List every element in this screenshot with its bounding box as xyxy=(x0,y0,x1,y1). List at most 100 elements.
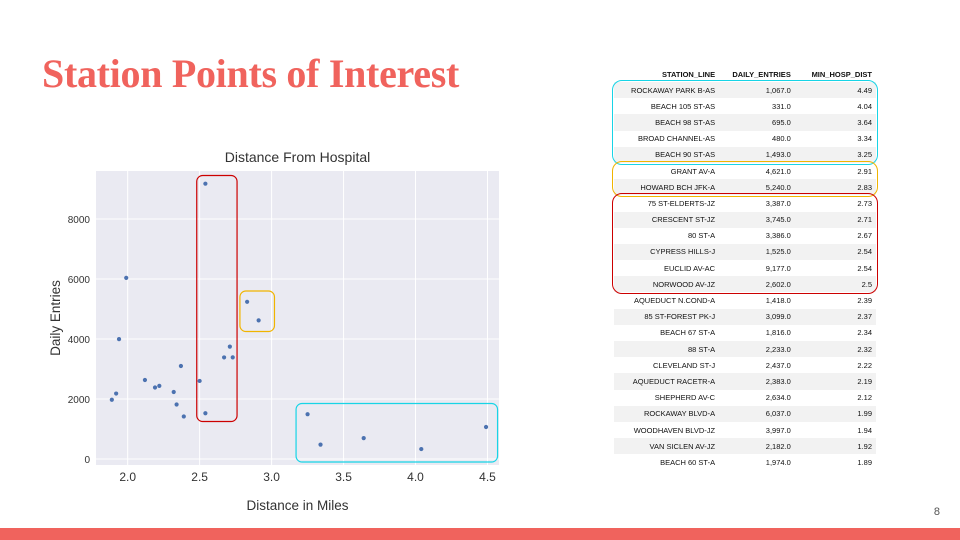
daily-entries-cell: 3,387.0 xyxy=(765,198,791,208)
min-hosp-dist-cell: 3.25 xyxy=(794,146,876,163)
daily-entries-cell: 1,493.0 xyxy=(719,146,795,163)
chart-highlight-box xyxy=(295,402,499,463)
slide-title: Station Points of Interest xyxy=(42,51,460,96)
daily-entries-cell: 2,437.0 xyxy=(765,360,791,370)
daily-entries-cell: 1,525.0 xyxy=(719,243,795,261)
y-tick-label: 2000 xyxy=(68,395,91,406)
chart-highlight-box xyxy=(196,174,238,423)
table-row: SHEPHERD AV-C 2,634.0 2.12 xyxy=(614,390,876,406)
station-line-cell: 80 ST-A xyxy=(687,231,716,241)
chart-highlight-box xyxy=(239,290,276,333)
station-line-cell: BEACH 105 ST-AS xyxy=(650,101,716,111)
table-row: BEACH 60 ST-A 1,974.0 1.89 xyxy=(614,454,876,470)
min-hosp-dist-cell: 2.54 xyxy=(857,263,872,273)
table-row: BROAD CHANNEL-AS 480.0 3.34 xyxy=(614,131,876,147)
x-tick-label: 2.0 xyxy=(119,470,136,484)
daily-entries-cell: 5,240.0 xyxy=(719,179,795,196)
data-point xyxy=(361,436,366,441)
y-tick-label: 6000 xyxy=(68,275,91,286)
chart-title: Distance From Hospital xyxy=(225,149,371,165)
data-point xyxy=(245,299,250,304)
table-row: 80 ST-A 3,386.0 2.67 xyxy=(614,228,876,244)
station-line-cell: BEACH 90 ST-AS xyxy=(614,146,720,163)
x-tick-label: 3.5 xyxy=(335,470,352,484)
daily-entries-cell: 2,233.0 xyxy=(719,341,795,358)
y-axis-label: Daily Entries xyxy=(48,280,63,356)
min-hosp-dist-cell: 2.32 xyxy=(794,341,876,358)
daily-entries-cell: 2,634.0 xyxy=(765,393,791,403)
station-line-cell: ROCKAWAY BLVD-A xyxy=(614,405,720,422)
x-tick-label: 4.5 xyxy=(479,470,496,484)
station-line-cell: 75 ST-ELDERTS-JZ xyxy=(647,198,716,208)
page-number: 8 xyxy=(933,506,940,518)
daily-entries-cell: 1,067.0 xyxy=(719,82,795,99)
table-body: ROCKAWAY PARK B-AS 1,067.0 4.49 BEACH 105 S… xyxy=(614,82,876,471)
station-line-cell: BEACH 98 ST-AS xyxy=(614,114,720,131)
x-axis-label: Distance in Miles xyxy=(246,498,348,513)
daily-entries-cell: 1,816.0 xyxy=(765,328,791,338)
scatter-chart: 2.0 2.5 3.0 3.5 4.0 4.5 0 2000 4000 6000 8000 Dista… xyxy=(48,149,499,513)
daily-entries-cell: 3,386.0 xyxy=(765,231,791,241)
table-row: CLEVELAND ST-J 2,437.0 2.22 xyxy=(614,357,876,373)
data-point xyxy=(109,397,114,402)
table-row: EUCLID AV-AC 9,177.0 2.54 xyxy=(614,260,876,276)
daily-entries-cell: 1,418.0 xyxy=(765,296,791,306)
min-hosp-dist-cell: 2.19 xyxy=(794,373,876,390)
min-hosp-dist-cell: 2.5 xyxy=(794,276,876,293)
data-point xyxy=(203,411,208,416)
daily-entries-cell: 3,099.0 xyxy=(719,308,795,325)
table-row: BEACH 105 ST-AS 331.0 4.04 xyxy=(614,98,876,114)
data-point xyxy=(116,336,122,342)
data-point xyxy=(230,355,235,360)
daily-entries-cell: 3,745.0 xyxy=(719,211,795,228)
min-hosp-dist-cell: 1.99 xyxy=(794,405,876,422)
min-hosp-dist-cell: 2.22 xyxy=(857,360,872,370)
station-line-cell: 88 ST-A xyxy=(614,341,720,358)
y-tick-label: 0 xyxy=(84,455,90,466)
table-row: CRESCENT ST-JZ 3,745.0 2.71 xyxy=(614,211,876,228)
min-hosp-dist-cell: 2.34 xyxy=(857,328,872,338)
table-row: VAN SICLEN AV-JZ 2,182.0 1.92 xyxy=(614,438,876,455)
station-line-cell: CRESCENT ST-JZ xyxy=(614,211,720,228)
data-point xyxy=(157,383,162,388)
data-point xyxy=(197,378,202,384)
bottom-accent-bar xyxy=(0,528,960,540)
station-table: STATION_LINE DAILY_ENTRIES MIN_HOSP_DIST… xyxy=(614,66,876,471)
station-line-cell: WOODHAVEN BLVD-JZ xyxy=(633,425,716,435)
plot-background xyxy=(96,171,499,465)
station-line-cell: HOWARD BCH JFK-A xyxy=(614,179,720,196)
table-row: CYPRESS HILLS-J 1,525.0 2.54 xyxy=(614,243,876,261)
y-tick-label: 8000 xyxy=(68,215,91,226)
data-point xyxy=(178,363,184,369)
station-line-cell: BROAD CHANNEL-AS xyxy=(637,134,716,144)
table-row: BEACH 98 ST-AS 695.0 3.64 xyxy=(614,114,876,131)
data-point xyxy=(114,391,119,396)
station-line-cell: BEACH 67 ST-A xyxy=(660,328,716,338)
table-row: BEACH 67 ST-A 1,816.0 2.34 xyxy=(614,325,876,341)
station-line-cell: SHEPHERD AV-C xyxy=(654,393,716,403)
min-hosp-dist-cell: 2.39 xyxy=(857,296,872,306)
data-point xyxy=(171,389,176,395)
data-point xyxy=(203,181,208,186)
station-line-cell: GRANT AV-A xyxy=(670,166,716,176)
min-hosp-dist-cell: 3.34 xyxy=(857,134,872,144)
table-row: 88 ST-A 2,233.0 2.32 xyxy=(614,341,876,358)
table-row: 85 ST-FOREST PK-J 3,099.0 2.37 xyxy=(614,308,876,325)
min-hosp-dist-cell: 1.94 xyxy=(857,425,872,435)
data-point xyxy=(256,318,261,323)
table-header-row: STATION_LINE DAILY_ENTRIES MIN_HOSP_DIST xyxy=(614,66,876,82)
min-hosp-dist-cell: 2.54 xyxy=(794,243,876,261)
data-point xyxy=(124,275,129,280)
daily-entries-cell: 2,383.0 xyxy=(719,373,795,390)
min-hosp-dist-cell: 1.89 xyxy=(857,457,872,467)
table-highlight-box xyxy=(612,193,878,295)
data-point xyxy=(174,402,179,407)
x-tick-label: 4.0 xyxy=(407,470,424,484)
y-tick-label: 4000 xyxy=(68,335,91,346)
table-row: GRANT AV-A 4,621.0 2.91 xyxy=(614,163,876,179)
min-hosp-dist-cell: 2.83 xyxy=(794,179,876,196)
daily-entries-cell: 480.0 xyxy=(772,134,791,144)
header-daily-entries: DAILY_ENTRIES xyxy=(732,69,791,79)
table-highlight-box xyxy=(612,80,878,165)
min-hosp-dist-cell: 2.12 xyxy=(857,393,872,403)
